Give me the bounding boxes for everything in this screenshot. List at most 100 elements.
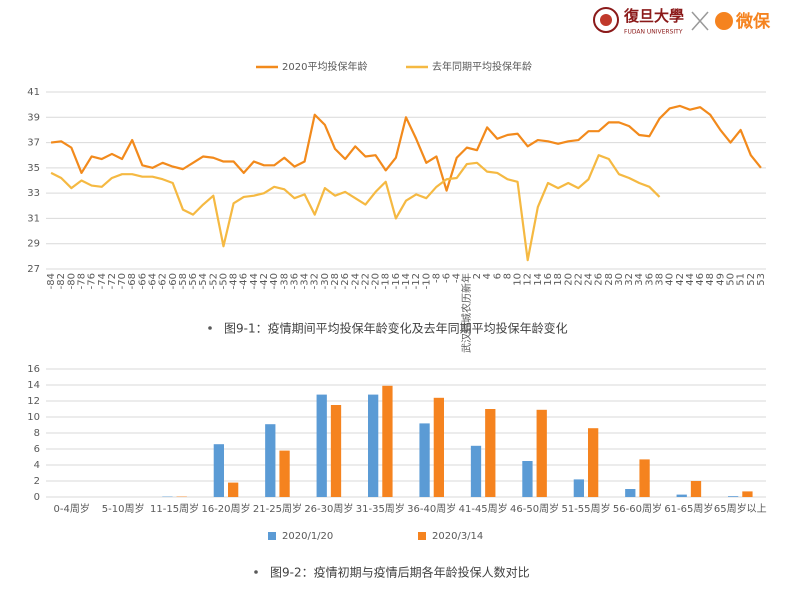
line-series xyxy=(50,104,762,192)
bar xyxy=(522,461,533,497)
y-tick-label: 41 xyxy=(27,87,40,98)
x-tick-label: 32 xyxy=(624,273,635,286)
x-tick-label: 10 xyxy=(513,273,524,286)
legend-swatch xyxy=(418,532,426,540)
x-tick-label: 24 xyxy=(584,273,595,286)
x-tick-label: 武汉封城农历新年 xyxy=(460,273,473,353)
x-tick-label: -48 xyxy=(229,273,240,289)
x-tick-label: -8 xyxy=(431,273,442,283)
x-tick-label: 36 xyxy=(644,273,655,286)
bar xyxy=(433,397,444,497)
caption: 图9-1：疫情期间平均投保年龄变化及去年同期平均投保年龄变化 xyxy=(224,321,568,336)
bar xyxy=(213,444,224,497)
x-tick-label: -80 xyxy=(66,273,77,289)
x-tick-label: 31-35周岁 xyxy=(356,502,405,515)
x-tick-label: -56 xyxy=(188,273,199,289)
partner-icon xyxy=(715,12,733,30)
bar xyxy=(265,424,276,497)
bar xyxy=(470,445,482,497)
logo-seal-inner xyxy=(600,14,612,26)
bar xyxy=(368,394,379,497)
x-tick-label: -78 xyxy=(76,273,87,289)
x-tick-label: -70 xyxy=(117,273,128,289)
bar xyxy=(279,450,290,497)
bar xyxy=(728,496,739,497)
x-tick-label: -64 xyxy=(147,273,158,289)
x-tick-label: 2 xyxy=(472,273,483,279)
bar xyxy=(639,459,650,497)
x-tick-label: -34 xyxy=(300,273,311,289)
x-tick-label: 46 xyxy=(695,273,706,286)
x-tick-label: -44 xyxy=(249,273,260,289)
x-tick-label: 20 xyxy=(563,273,574,286)
x-tick-label: 61-65周岁 xyxy=(664,502,713,515)
logo-seal xyxy=(593,7,619,33)
x-tick-label: 22 xyxy=(573,273,584,286)
x-tick-label: 46-50周岁 xyxy=(510,502,559,515)
x-tick-label: -32 xyxy=(310,273,321,289)
y-tick-label: 8 xyxy=(34,428,40,439)
y-tick-label: 16 xyxy=(27,364,40,375)
y-tick-label: 0 xyxy=(34,492,40,503)
x-tick-label: -10 xyxy=(421,273,432,289)
bar xyxy=(625,489,636,497)
x-tick-label: 65周岁以上 xyxy=(714,502,767,515)
bar xyxy=(676,494,687,497)
x-tick-label: -26 xyxy=(340,273,351,289)
x-tick-label: -84 xyxy=(46,273,57,289)
legend-label: 2020/3/14 xyxy=(432,531,483,542)
x-tick-label: -36 xyxy=(289,273,300,289)
x-tick-label: 40 xyxy=(665,273,676,286)
x-tick-label: -46 xyxy=(239,273,250,289)
y-tick-label: 39 xyxy=(27,112,40,123)
bar xyxy=(419,423,430,497)
y-tick-label: 14 xyxy=(27,380,40,391)
x-tick-label: 42 xyxy=(675,273,686,286)
x-tick-label: 12 xyxy=(523,273,534,286)
x-tick-label: 8 xyxy=(502,273,513,279)
y-tick-label: 29 xyxy=(27,239,40,250)
x-tick-label: 0-4周岁 xyxy=(54,502,90,515)
x-tick-label: -54 xyxy=(198,273,209,289)
x-tick-label: -74 xyxy=(97,273,108,289)
x-tick-label: 48 xyxy=(705,273,716,286)
bar xyxy=(228,482,239,497)
y-tick-label: 4 xyxy=(34,460,40,471)
logo-subtext: FUDAN UNIVERSITY xyxy=(624,29,683,36)
x-tick-label: -38 xyxy=(279,273,290,289)
x-tick-label: -72 xyxy=(107,273,118,289)
x-tick-label: -68 xyxy=(127,273,138,289)
legend-swatch xyxy=(268,532,276,540)
bullet xyxy=(254,570,258,574)
x-tick-label: -4 xyxy=(452,273,463,283)
x-tick-label: 36-40周岁 xyxy=(407,502,456,515)
legend-label: 2020平均投保年龄 xyxy=(282,60,367,73)
bullet xyxy=(208,326,212,330)
caption: 图9-2：疫情初期与疫情后期各年龄投保人数对比 xyxy=(270,565,530,580)
x-tick-label: -14 xyxy=(401,273,412,289)
bar xyxy=(573,479,584,497)
bar xyxy=(536,409,547,497)
bar xyxy=(330,405,342,497)
bar xyxy=(485,409,496,497)
x-tick-label: 51 xyxy=(736,273,747,286)
x-tick-label: -58 xyxy=(178,273,189,289)
x-tick-label: -12 xyxy=(411,273,422,289)
x-tick-label: -76 xyxy=(87,273,98,289)
x-tick-label: 16-20周岁 xyxy=(201,502,250,515)
y-tick-label: 10 xyxy=(27,412,40,423)
x-tick-label: -82 xyxy=(56,273,67,289)
x-tick-label: -60 xyxy=(168,273,179,289)
y-tick-label: 33 xyxy=(27,188,40,199)
x-tick-label: 52 xyxy=(746,273,757,286)
x-tick-label: -6 xyxy=(442,273,453,283)
x-tick-label: 28 xyxy=(604,273,615,286)
y-tick-label: 12 xyxy=(27,396,40,407)
x-tick-label: 56-60周岁 xyxy=(613,502,662,515)
x-tick-label: -20 xyxy=(371,273,382,289)
x-tick-label: -24 xyxy=(350,273,361,289)
x-tick-label: -40 xyxy=(269,273,280,289)
bar xyxy=(382,385,393,497)
x-tick-label: -18 xyxy=(381,273,392,289)
